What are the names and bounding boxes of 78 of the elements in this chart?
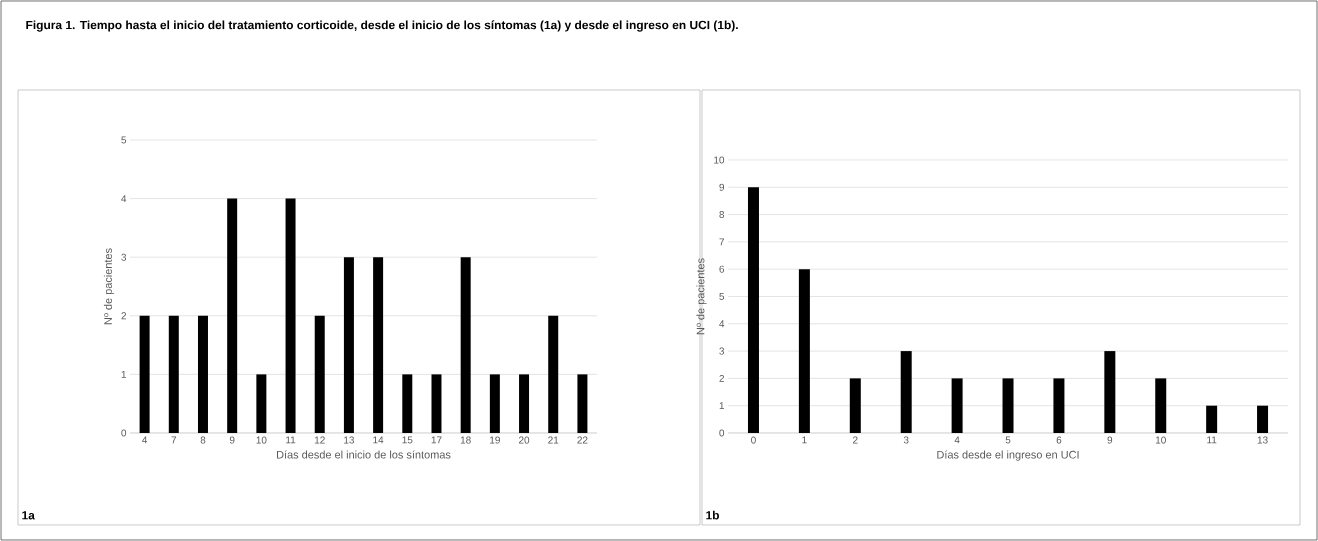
x-tick-label: 15 [402,436,413,444]
x-tick-label: 10 [1155,436,1166,444]
x-tick-label: 14 [373,436,384,444]
bar [900,351,912,433]
y-tick-label: 5 [719,293,725,300]
bar [460,257,471,433]
y-tick-label: 0 [719,429,725,437]
bar [747,187,759,433]
bar [1104,351,1116,433]
y-tick-label: 0 [121,429,127,437]
x-tick-label: 3 [903,436,909,444]
x-tick-label: 4 [142,436,148,444]
x-tick-label: 12 [314,436,325,444]
bar [798,269,810,433]
bar [373,257,384,433]
x-tick-label: 5 [1005,436,1011,444]
y-tick-label: 2 [121,312,126,320]
bar [849,378,861,433]
y-axis-title: Nº de pacientes [103,248,115,325]
bar [256,374,267,433]
y-tick-label: 4 [121,195,127,203]
bar [168,315,179,433]
x-tick-label: 2 [853,436,858,444]
bar [1206,405,1218,433]
x-tick-label: 6 [1056,436,1062,444]
bar [197,315,208,433]
y-tick-label: 2 [719,374,724,382]
y-tick-label: 7 [719,238,724,246]
x-tick-label: 19 [490,436,500,444]
bar [548,315,559,433]
y-tick-label: 10 [714,156,725,164]
y-tick-label: 3 [719,347,725,355]
x-tick-label: 13 [344,436,355,444]
bar [343,257,354,433]
bar [519,374,530,433]
y-axis-title: Nº de pacientes [696,258,707,335]
x-tick-label: 17 [431,436,442,444]
x-tick-label: 22 [577,436,588,444]
y-tick-label: 1 [121,370,127,378]
bar [489,374,500,433]
x-tick-label: 20 [519,436,530,444]
bar [431,374,442,433]
chart-title: Figura 1. Tiempo hasta el inicio del tratamiento corticoide, desde el inicio de los síntomas (1a) y desde el ingreso en UCI (1b). [26,20,738,32]
x-tick-label: 9 [1107,436,1113,444]
x-tick-label: 11 [1207,436,1217,444]
y-tick-label: 6 [719,265,725,273]
x-tick-label: 4 [954,436,960,444]
bar [1002,378,1014,433]
y-tick-label: 1 [719,402,725,410]
bar [951,378,963,433]
bar [1257,405,1269,433]
x-tick-label: 10 [256,436,267,444]
y-tick-label: 3 [121,253,127,261]
y-tick-label: 4 [719,320,725,328]
x-tick-label: 8 [200,436,206,444]
bar [577,374,588,433]
x-tick-label: 0 [751,436,756,444]
bar [402,374,413,433]
x-tick-label: 1 [802,436,807,444]
bar [1155,378,1167,433]
text: 1b [706,510,719,520]
bar [1053,378,1065,433]
x-tick-label: 21 [548,436,559,444]
x-tick-label: 18 [460,436,471,444]
x-tick-label: 9 [229,436,235,444]
text: 1a [22,511,35,520]
y-tick-label: 9 [719,183,725,191]
x-axis-title: Días desde el inicio de los síntomas [277,450,451,459]
x-tick-label: 7 [171,436,177,444]
y-tick-label: 5 [121,136,127,144]
x-axis-title: Días desde el ingreso en UCI [937,450,1079,461]
x-tick-label: 13 [1257,436,1268,444]
bar [285,198,296,433]
bar [227,198,238,433]
bar [139,315,150,433]
bar [314,315,325,433]
y-tick-label: 8 [719,211,725,219]
x-tick-label: 11 [286,436,296,444]
